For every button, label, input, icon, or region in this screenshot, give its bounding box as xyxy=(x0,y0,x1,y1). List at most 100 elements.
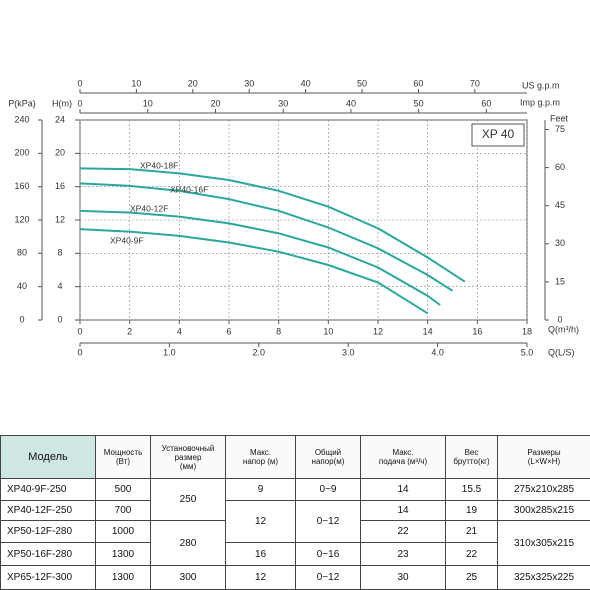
axis-label: Feet xyxy=(550,113,569,123)
x-tick-label: 12 xyxy=(373,326,383,336)
axis-tick-label: 30 xyxy=(555,238,565,248)
table-cell: 1300 xyxy=(95,542,151,566)
table-cell: 300x285x215 xyxy=(497,500,590,521)
table-row: XP65-12F-300 1300 300 12 0~12 30 25 325x325x225 xyxy=(0,565,590,590)
axis-tick-label: 20 xyxy=(210,98,220,108)
axis-tick-label: 60 xyxy=(555,162,565,172)
axis-label: Imp g.p.m xyxy=(520,97,560,107)
axis-tick-label: 20 xyxy=(188,78,198,88)
axis-tick-label: 1.0 xyxy=(163,347,176,357)
table-cell: 16 xyxy=(225,542,296,566)
y-tick-label: 4 xyxy=(57,281,62,291)
table-cell: 25 xyxy=(445,565,498,590)
header-cell: Установочный размер (мм) xyxy=(150,435,226,479)
curve xyxy=(79,209,441,306)
x-tick-label: 14 xyxy=(423,326,433,336)
model-cell: XP50-12F-280 xyxy=(0,520,96,543)
table-cell: 9 xyxy=(225,478,296,501)
table-body: XP40-9F-250 500 250 9 0~9 14 15.5 275x210x285 XP… xyxy=(0,478,590,590)
table-cell: 280 xyxy=(150,520,226,566)
x-tick-label: 4 xyxy=(177,326,182,336)
axis-tick-label: 120 xyxy=(14,214,29,224)
table-cell: 12 xyxy=(225,500,296,543)
table-cell: 0~12 xyxy=(295,565,361,590)
y-tick-label: 8 xyxy=(57,248,62,258)
table-cell: 14 xyxy=(360,478,446,501)
header-cell: Вес брутто(кг) xyxy=(445,435,498,479)
axis-tick-label: 40 xyxy=(346,98,356,108)
table-cell: 325x325x225 xyxy=(497,565,590,590)
annotation-box xyxy=(471,123,525,147)
curve-label: XP40-16F xyxy=(170,184,208,194)
chart: 0 2 4 6 8 10 12 14 16 18 Q(m³/h)04812162024H(m)040… xyxy=(8,78,579,357)
axis-tick-label: 5.0 xyxy=(521,347,534,357)
y-axis-label: H(m) xyxy=(52,98,72,108)
x-tick-label: 0 xyxy=(77,326,82,336)
axis-tick-label: 0 xyxy=(77,78,82,88)
header-cell: Размеры (L×W×H) xyxy=(497,435,590,479)
axis-tick-label: 0 xyxy=(19,314,24,324)
axis-tick-label: 50 xyxy=(414,98,424,108)
axis-tick-label: 10 xyxy=(143,98,153,108)
axis-tick-label: 200 xyxy=(14,148,29,158)
curve-label: XP40-9F xyxy=(110,235,144,245)
axis-tick-label: 160 xyxy=(14,181,29,191)
axis-tick-label: 75 xyxy=(555,124,565,134)
table-cell: 19 xyxy=(445,500,498,521)
table-cell: 310x305x215 xyxy=(497,520,590,566)
table-cell: 500 xyxy=(95,478,151,501)
axis-tick-label: 50 xyxy=(357,78,367,88)
y-tick-label: 0 xyxy=(57,314,62,324)
axis-label: P(kPa) xyxy=(8,98,36,108)
model-cell: XP50-16F-280 xyxy=(0,542,96,566)
axis-tick-label: 10 xyxy=(131,78,141,88)
axis-tick-label: 240 xyxy=(14,114,29,124)
table-cell: 12 xyxy=(225,565,296,590)
table-cell: 0~16 xyxy=(295,542,361,566)
annotation: XP 40 xyxy=(482,127,515,141)
axis-tick-label: 0 xyxy=(77,98,82,108)
table-cell: 0~12 xyxy=(295,500,361,543)
axis-tick-label: 60 xyxy=(413,78,423,88)
table-cell: 1300 xyxy=(95,565,151,590)
axis-label: Q(L/S) xyxy=(548,347,575,357)
axis-tick-label: 80 xyxy=(17,248,27,258)
table-cell: 30 xyxy=(360,565,446,590)
table-cell: 22 xyxy=(445,542,498,566)
curve xyxy=(79,167,466,283)
model-cell: XP40-12F-250 xyxy=(0,500,96,521)
x-tick-label: 2 xyxy=(127,326,132,336)
header-cell: Макс. подача (м³/ч) xyxy=(360,435,446,479)
table-cell: 300 xyxy=(150,565,226,590)
table-cell: 22 xyxy=(360,520,446,543)
axis-tick-label: 2.0 xyxy=(253,347,266,357)
table-cell: 250 xyxy=(150,478,226,521)
table-cell: 21 xyxy=(445,520,498,543)
axis-tick-label: 30 xyxy=(244,78,254,88)
axis-tick-label: 70 xyxy=(470,78,480,88)
axis-label: US g.p.m xyxy=(522,80,560,90)
axis-tick-label: 4.0 xyxy=(431,347,444,357)
header-cell: Модель xyxy=(0,435,96,479)
header-cell: Мощность (Вт) xyxy=(95,435,151,479)
header-row: Модель Мощность (Вт) Установочный размер (… xyxy=(0,435,590,479)
axis-tick-label: 60 xyxy=(481,98,491,108)
curve xyxy=(79,228,429,315)
y-tick-label: 20 xyxy=(55,148,65,158)
table-cell: 700 xyxy=(95,500,151,521)
header-cell: Макс. напор (м) xyxy=(225,435,296,479)
y-tick-label: 24 xyxy=(55,114,65,124)
axis-tick-label: 30 xyxy=(278,98,288,108)
curve xyxy=(79,182,454,292)
axis-tick-label: 0 xyxy=(77,347,82,357)
axis-tick-label: 45 xyxy=(555,200,565,210)
axis-tick-label: 0 xyxy=(557,314,562,324)
y-tick-label: 12 xyxy=(55,214,65,224)
x-axis-label: Q(m³/h) xyxy=(548,324,579,334)
table-row: XP40-12F-250 700 12 0~12 14 19 300x285x215 xyxy=(0,500,590,543)
curve-label: XP40-18F xyxy=(140,160,178,170)
axis-tick-label: 40 xyxy=(301,78,311,88)
model-cell: XP40-9F-250 xyxy=(0,478,96,501)
x-tick-label: 16 xyxy=(472,326,482,336)
